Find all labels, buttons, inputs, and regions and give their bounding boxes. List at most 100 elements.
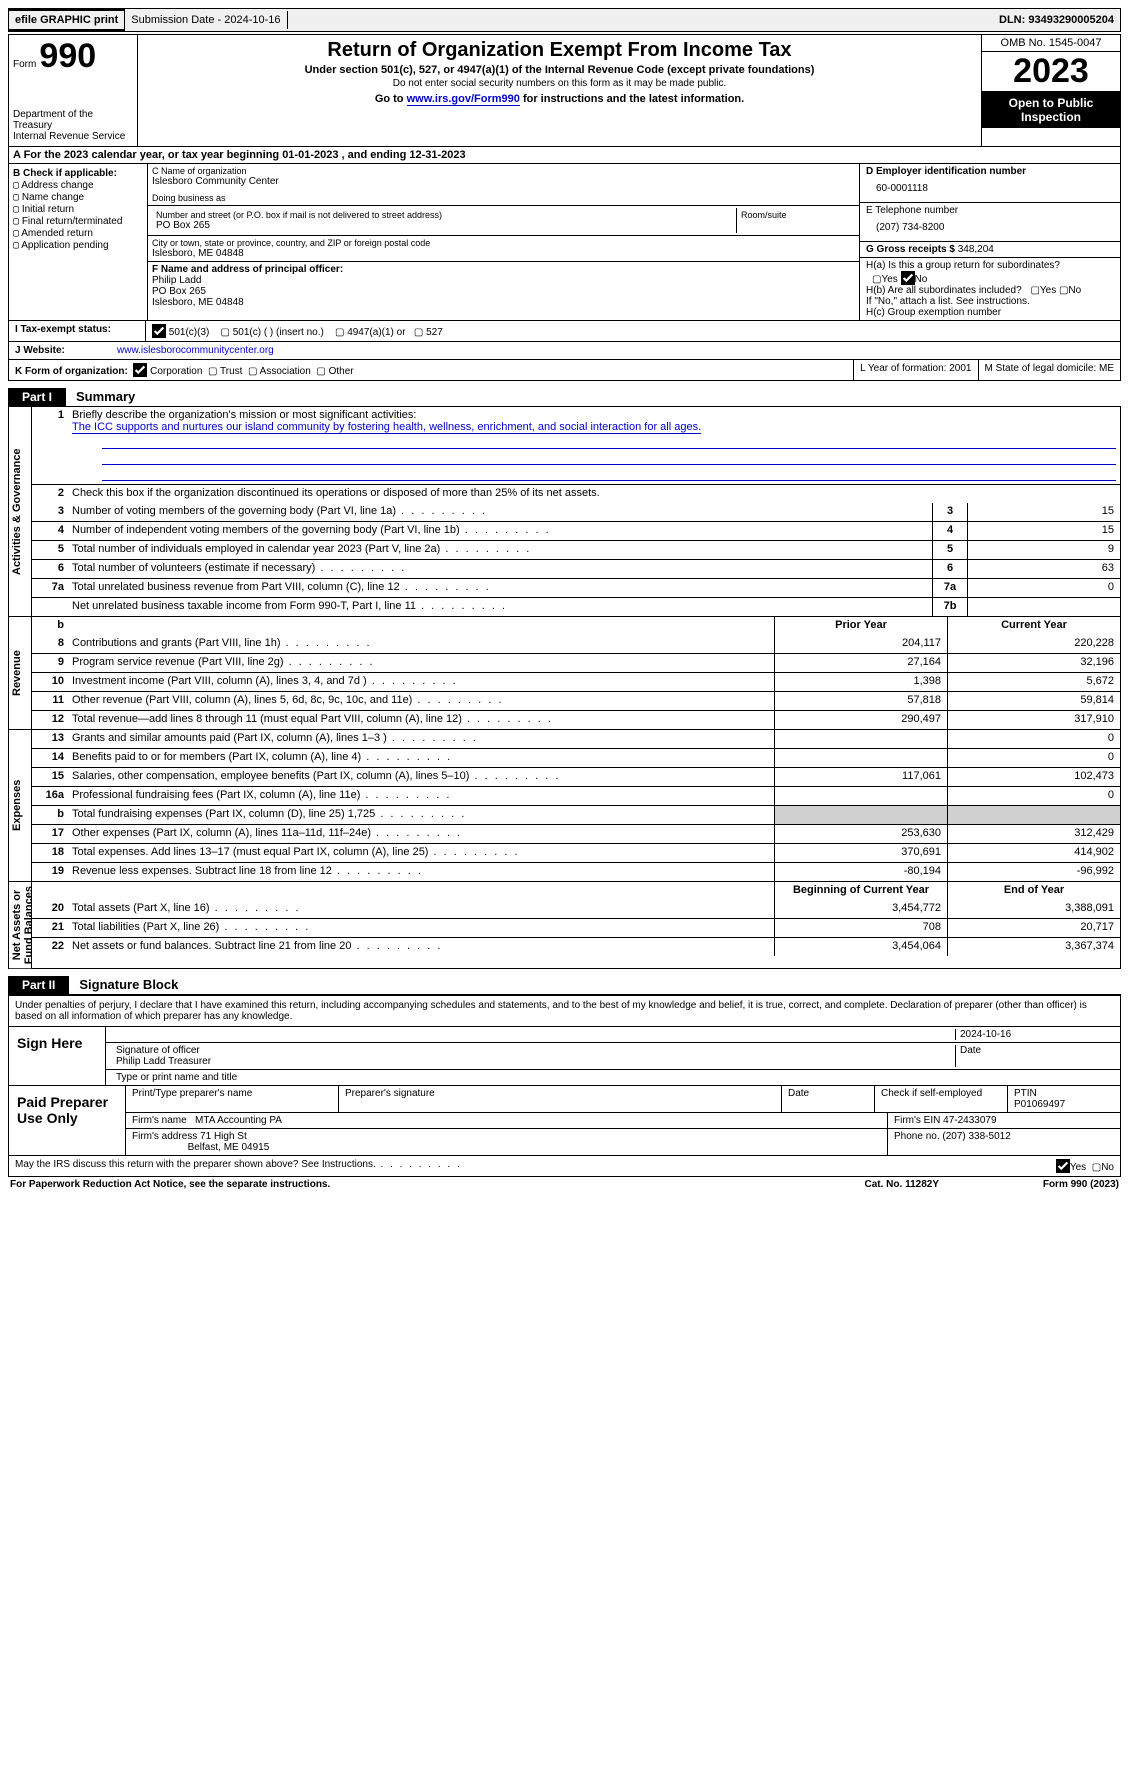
opt-501c[interactable]: 501(c) ( ) (insert no.) (233, 327, 324, 338)
irs-link[interactable]: www.irs.gov/Form990 (407, 93, 520, 106)
current-year-value: 0 (947, 749, 1120, 767)
prior-year-value: 708 (774, 919, 947, 937)
tab-net-assets: Net Assets or Fund Balances (9, 882, 32, 968)
opt-trust[interactable]: Trust (220, 366, 242, 377)
firm-addr2: Belfast, ME 04915 (188, 1142, 270, 1153)
form-header: Form 990 Department of the Treasury Inte… (8, 34, 1121, 147)
part2-label: Part II (8, 976, 69, 994)
hb-note: If "No," attach a list. See instructions… (866, 296, 1114, 307)
line-text: Number of independent voting members of … (68, 522, 932, 540)
prior-year-value: 290,497 (774, 711, 947, 729)
prior-year-value (774, 730, 947, 748)
col-c-org-info: C Name of organization Islesboro Communi… (148, 164, 860, 320)
sig-date: 2024-10-16 (956, 1029, 1114, 1040)
line-text: Program service revenue (Part VIII, line… (68, 654, 774, 672)
firm-addr: 71 High St (200, 1131, 247, 1142)
hdr-current-year: Current Year (947, 617, 1120, 635)
form-word: Form (13, 59, 36, 70)
paid-preparer-label: Paid Preparer Use Only (9, 1086, 126, 1155)
opt-assoc[interactable]: Association (260, 366, 311, 377)
opt-501c3[interactable]: 501(c)(3) (169, 327, 210, 338)
tax-year: 2023 (982, 52, 1120, 92)
line-text: Total number of individuals employed in … (68, 541, 932, 559)
line-text: Total assets (Part X, line 16) (68, 900, 774, 918)
officer-addr1: PO Box 265 (152, 286, 855, 297)
current-year-value: 5,672 (947, 673, 1120, 691)
tax-exempt-label: I Tax-exempt status: (9, 321, 146, 341)
summary-governance: Activities & Governance 1 Briefly descri… (8, 406, 1121, 617)
department: Department of the Treasury Internal Reve… (13, 109, 133, 142)
q1: Briefly describe the organization's miss… (72, 409, 416, 421)
firm-name: MTA Accounting PA (195, 1115, 282, 1126)
tab-expenses: Expenses (9, 730, 32, 881)
form-of-org-row: K Form of organization: Corporation ▢ Tr… (8, 360, 1121, 381)
line-text: Total unrelated business revenue from Pa… (68, 579, 932, 597)
line-text: Net assets or fund balances. Subtract li… (68, 938, 774, 956)
prior-year-value: -80,194 (774, 863, 947, 881)
no-label: No (1101, 1162, 1114, 1173)
page-footer: For Paperwork Reduction Act Notice, see … (8, 1177, 1121, 1192)
penalty-statement: Under penalties of perjury, I declare th… (9, 996, 1120, 1027)
dba-label: Doing business as (152, 193, 855, 203)
current-year-value: 414,902 (947, 844, 1120, 862)
line-box: 7b (932, 598, 967, 616)
prior-year-value: 3,454,772 (774, 900, 947, 918)
website-value[interactable]: www.islesborocommunitycenter.org (111, 342, 1120, 359)
opt-name-change[interactable]: ▢ Name change (13, 192, 143, 203)
gross: 348,204 (958, 244, 994, 255)
tab-revenue: Revenue (9, 617, 32, 729)
tel: (207) 734-8200 (866, 216, 1114, 239)
opt-527[interactable]: 527 (426, 327, 443, 338)
summary-expenses: Expenses 13Grants and similar amounts pa… (8, 730, 1121, 882)
tel-label: E Telephone number (866, 205, 1114, 216)
omb-number: OMB No. 1545-0047 (982, 35, 1120, 52)
form-title: Return of Organization Exempt From Incom… (142, 39, 977, 62)
prior-year-value (774, 787, 947, 805)
current-year-value: 20,717 (947, 919, 1120, 937)
current-year-value: 317,910 (947, 711, 1120, 729)
current-year-value: 59,814 (947, 692, 1120, 710)
prior-year-value: 27,164 (774, 654, 947, 672)
opt-address-change[interactable]: ▢ Address change (13, 180, 143, 191)
line-box: 7a (932, 579, 967, 597)
line-value: 9 (967, 541, 1120, 559)
submission-date: Submission Date - 2024-10-16 (125, 11, 287, 29)
street: PO Box 265 (156, 220, 732, 231)
form-subtitle: Under section 501(c), 527, or 4947(a)(1)… (142, 64, 977, 76)
form-instructions-link: Go to www.irs.gov/Form990 for instructio… (142, 93, 977, 105)
firm-addr-label: Firm's address (132, 1131, 200, 1142)
line-text: Revenue less expenses. Subtract line 18 … (68, 863, 774, 881)
summary-revenue: Revenue b Prior Year Current Year 8Contr… (8, 617, 1121, 730)
hb-line: H(b) Are all subordinates included? ▢Yes… (866, 285, 1114, 296)
line-text: Benefits paid to or for members (Part IX… (68, 749, 774, 767)
state-domicile: M State of legal domicile: ME (978, 360, 1121, 380)
line-text: Grants and similar amounts paid (Part IX… (68, 730, 774, 748)
line-text: Net unrelated business taxable income fr… (68, 598, 932, 616)
opt-application-pending[interactable]: ▢ Application pending (13, 240, 143, 251)
check-icon (152, 324, 166, 338)
opt-corp[interactable]: Corporation (150, 366, 202, 377)
q2: Check this box if the organization disco… (68, 485, 1120, 503)
line-text: Number of voting members of the governin… (68, 503, 932, 521)
prior-year-value: 1,398 (774, 673, 947, 691)
prior-year-value (774, 806, 947, 824)
opt-amended-return[interactable]: ▢ Amended return (13, 228, 143, 239)
opt-initial-return[interactable]: ▢ Initial return (13, 204, 143, 215)
check-icon (901, 271, 915, 285)
street-label: Number and street (or P.O. box if mail i… (156, 210, 732, 220)
org-name: Islesboro Community Center (152, 176, 855, 187)
hdr-begin-year: Beginning of Current Year (774, 882, 947, 900)
col-b-checkboxes: B Check if applicable: ▢ Address change … (9, 164, 148, 320)
opt-other[interactable]: Other (329, 366, 354, 377)
open-inspection: Open to Public Inspection (982, 92, 1120, 128)
line-text: Contributions and grants (Part VIII, lin… (68, 635, 774, 653)
check-icon (133, 363, 147, 377)
opt-final-return[interactable]: ▢ Final return/terminated (13, 216, 143, 227)
part2-name: Signature Block (69, 975, 188, 994)
hc-line: H(c) Group exemption number (866, 307, 1114, 318)
city-label: City or town, state or province, country… (152, 238, 855, 248)
opt-4947[interactable]: 4947(a)(1) or (347, 327, 405, 338)
current-year-value: 220,228 (947, 635, 1120, 653)
yes-label: Yes (1070, 1162, 1086, 1173)
entity-block: B Check if applicable: ▢ Address change … (8, 164, 1121, 321)
